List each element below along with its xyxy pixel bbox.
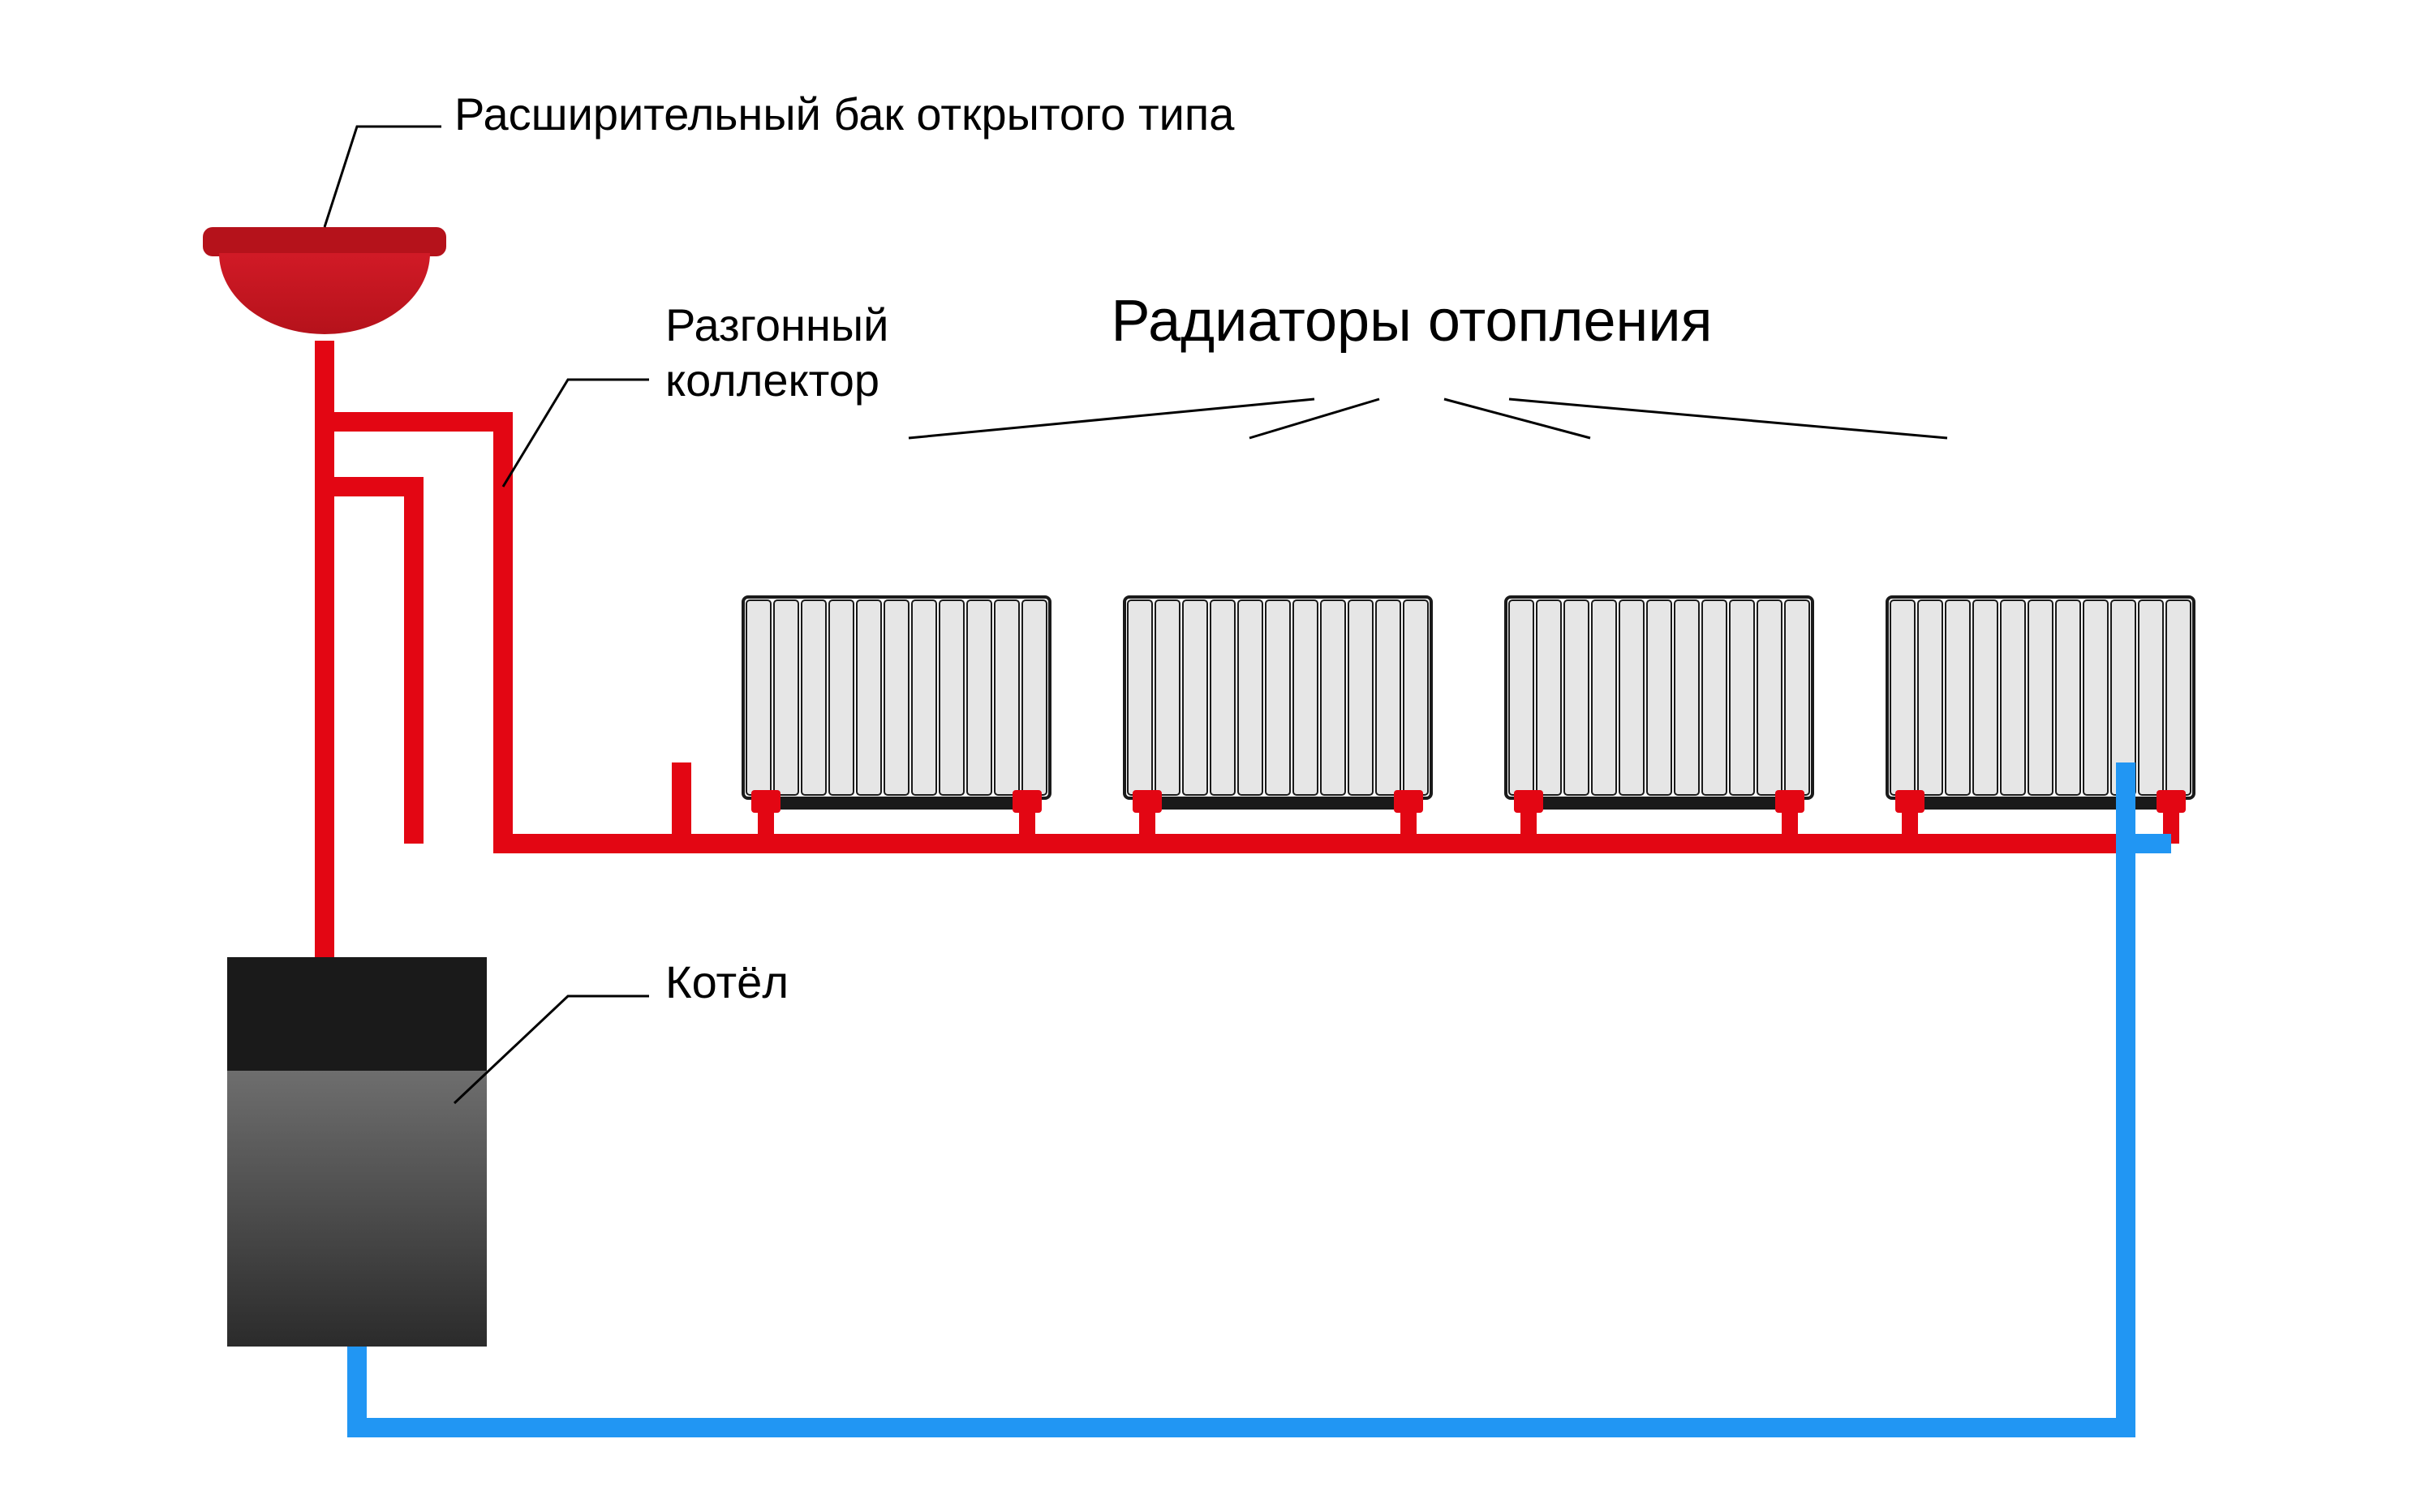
- radiator-fin: [829, 600, 854, 795]
- radiator-fin: [1348, 600, 1373, 795]
- radiator-valve-in: [1514, 790, 1543, 813]
- radiator-fin: [2056, 600, 2080, 795]
- expansion-tank: [203, 227, 446, 334]
- radiator-valve-in: [1133, 790, 1162, 813]
- leader-radiator-1: [1249, 399, 1379, 438]
- radiator-fin: [1675, 600, 1699, 795]
- radiator-fin: [774, 600, 798, 795]
- radiator-fin: [1293, 600, 1318, 795]
- radiator: [1887, 597, 2194, 844]
- radiator-valve-out: [1013, 790, 1042, 813]
- leader-expansion-tank: [325, 127, 441, 227]
- radiator-fin: [2166, 600, 2191, 795]
- label-boiler: Котёл: [665, 956, 789, 1007]
- radiator-fin: [1266, 600, 1290, 795]
- label-expansion-tank: Расширительный бак открытого типа: [454, 88, 1235, 140]
- radiator-fin: [2001, 600, 2025, 795]
- radiator-valve-out: [1394, 790, 1423, 813]
- radiator-fin: [1564, 600, 1589, 795]
- boiler-body: [227, 1071, 487, 1347]
- radiator-fin: [802, 600, 826, 795]
- radiator-bank: [743, 597, 2194, 844]
- boiler-cap: [227, 957, 487, 1071]
- label-radiators-heading: Радиаторы отопления: [1111, 289, 1712, 354]
- radiator-fin: [1376, 600, 1400, 795]
- radiator-valve-out: [1775, 790, 1804, 813]
- expansion-tank-lip: [203, 227, 446, 256]
- radiator-fin: [857, 600, 881, 795]
- label-accel-collector-2: коллектор: [665, 354, 879, 406]
- radiator-fin: [1128, 600, 1152, 795]
- radiator-fin: [2139, 600, 2163, 795]
- radiator-fin: [1918, 600, 1942, 795]
- cold-return-pipe: [357, 762, 2126, 1428]
- radiator-fin: [1155, 600, 1180, 795]
- radiator: [1125, 597, 1431, 844]
- label-accel-collector-1: Разгонный: [665, 299, 888, 350]
- radiator-fin: [884, 600, 909, 795]
- radiator-fin: [1702, 600, 1727, 795]
- expansion-tank-bowl: [219, 253, 430, 334]
- radiator-fin: [1022, 600, 1047, 795]
- radiator-fin: [1730, 600, 1754, 795]
- radiator-fin: [1647, 600, 1671, 795]
- radiator-fin: [1592, 600, 1616, 795]
- leader-accel-collector: [503, 380, 649, 487]
- radiator: [1506, 597, 1813, 844]
- radiator: [743, 597, 1050, 844]
- radiator-fin: [1183, 600, 1207, 795]
- radiator-fin: [1509, 600, 1533, 795]
- leader-radiator-0: [909, 399, 1314, 438]
- radiator-fin: [1321, 600, 1345, 795]
- leader-radiator-3: [1509, 399, 1947, 438]
- radiator-fin: [1890, 600, 1915, 795]
- radiator-fin: [1973, 600, 1998, 795]
- boiler: [227, 957, 487, 1347]
- radiator-fin: [1946, 600, 1970, 795]
- radiator-fin: [940, 600, 964, 795]
- radiator-fin: [1757, 600, 1782, 795]
- radiator-fin: [912, 600, 936, 795]
- radiator-valve-out: [2157, 790, 2186, 813]
- radiator-fin: [1785, 600, 1809, 795]
- radiator-fin: [1238, 600, 1262, 795]
- radiator-fin: [2028, 600, 2053, 795]
- radiator-fin: [995, 600, 1019, 795]
- radiator-fin: [1537, 600, 1561, 795]
- radiator-fin: [2084, 600, 2108, 795]
- radiator-fin: [746, 600, 771, 795]
- radiator-fin: [967, 600, 991, 795]
- heating-system-diagram: Расширительный бак открытого типа Разгонн…: [0, 0, 2434, 1512]
- radiator-valve-in: [751, 790, 781, 813]
- radiator-fin: [1619, 600, 1644, 795]
- radiator-valve-in: [1895, 790, 1924, 813]
- hot-collector-inner: [325, 487, 414, 844]
- radiator-fin: [1211, 600, 1235, 795]
- radiator-fin: [1404, 600, 1428, 795]
